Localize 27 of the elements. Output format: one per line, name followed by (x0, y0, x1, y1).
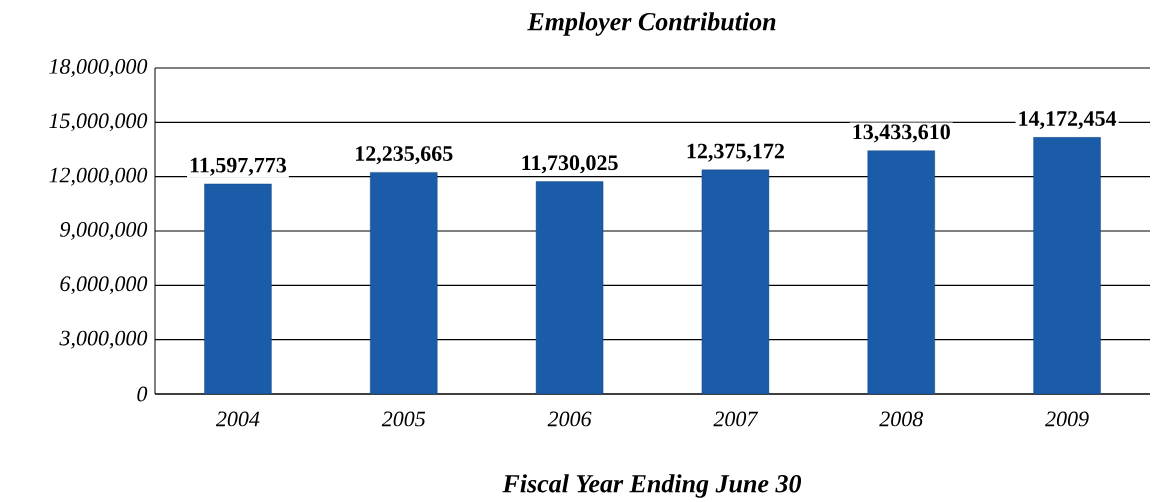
x-tick-label: 2007 (713, 411, 759, 427)
data-label: 12,375,172 (687, 143, 784, 162)
y-tick-label: 3,000,000 (59, 330, 148, 349)
bar (204, 183, 272, 394)
y-tick-label: 18,000,000 (49, 58, 148, 77)
data-label: 12,235,665 (356, 146, 453, 165)
y-tick-label: 0 (137, 386, 148, 402)
data-label: 13,433,610 (853, 124, 950, 143)
x-tick-label: 2005 (381, 411, 426, 427)
y-tick-label: 15,000,000 (49, 113, 148, 132)
y-tick-label: 12,000,000 (49, 167, 148, 186)
data-label: 14,172,454 (1019, 111, 1117, 130)
x-axis-title: Fiscal Year Ending June 30 (502, 474, 802, 498)
bar (1033, 137, 1101, 394)
x-tick-label: 2006 (547, 411, 592, 427)
y-tick-label: 9,000,000 (60, 221, 148, 240)
bar (867, 150, 935, 394)
data-label: 11,597,773 (190, 157, 287, 176)
bar (370, 172, 438, 394)
x-tick-label: 2004 (215, 411, 260, 427)
x-tick-label: 2008 (879, 411, 924, 427)
data-label: 11,730,025 (522, 155, 618, 174)
bar (535, 181, 604, 394)
bar (701, 169, 770, 394)
y-tick-label: 6,000,000 (60, 276, 148, 295)
x-tick-label: 2009 (1045, 411, 1089, 427)
chart-title: Employer Contribution (527, 12, 776, 36)
